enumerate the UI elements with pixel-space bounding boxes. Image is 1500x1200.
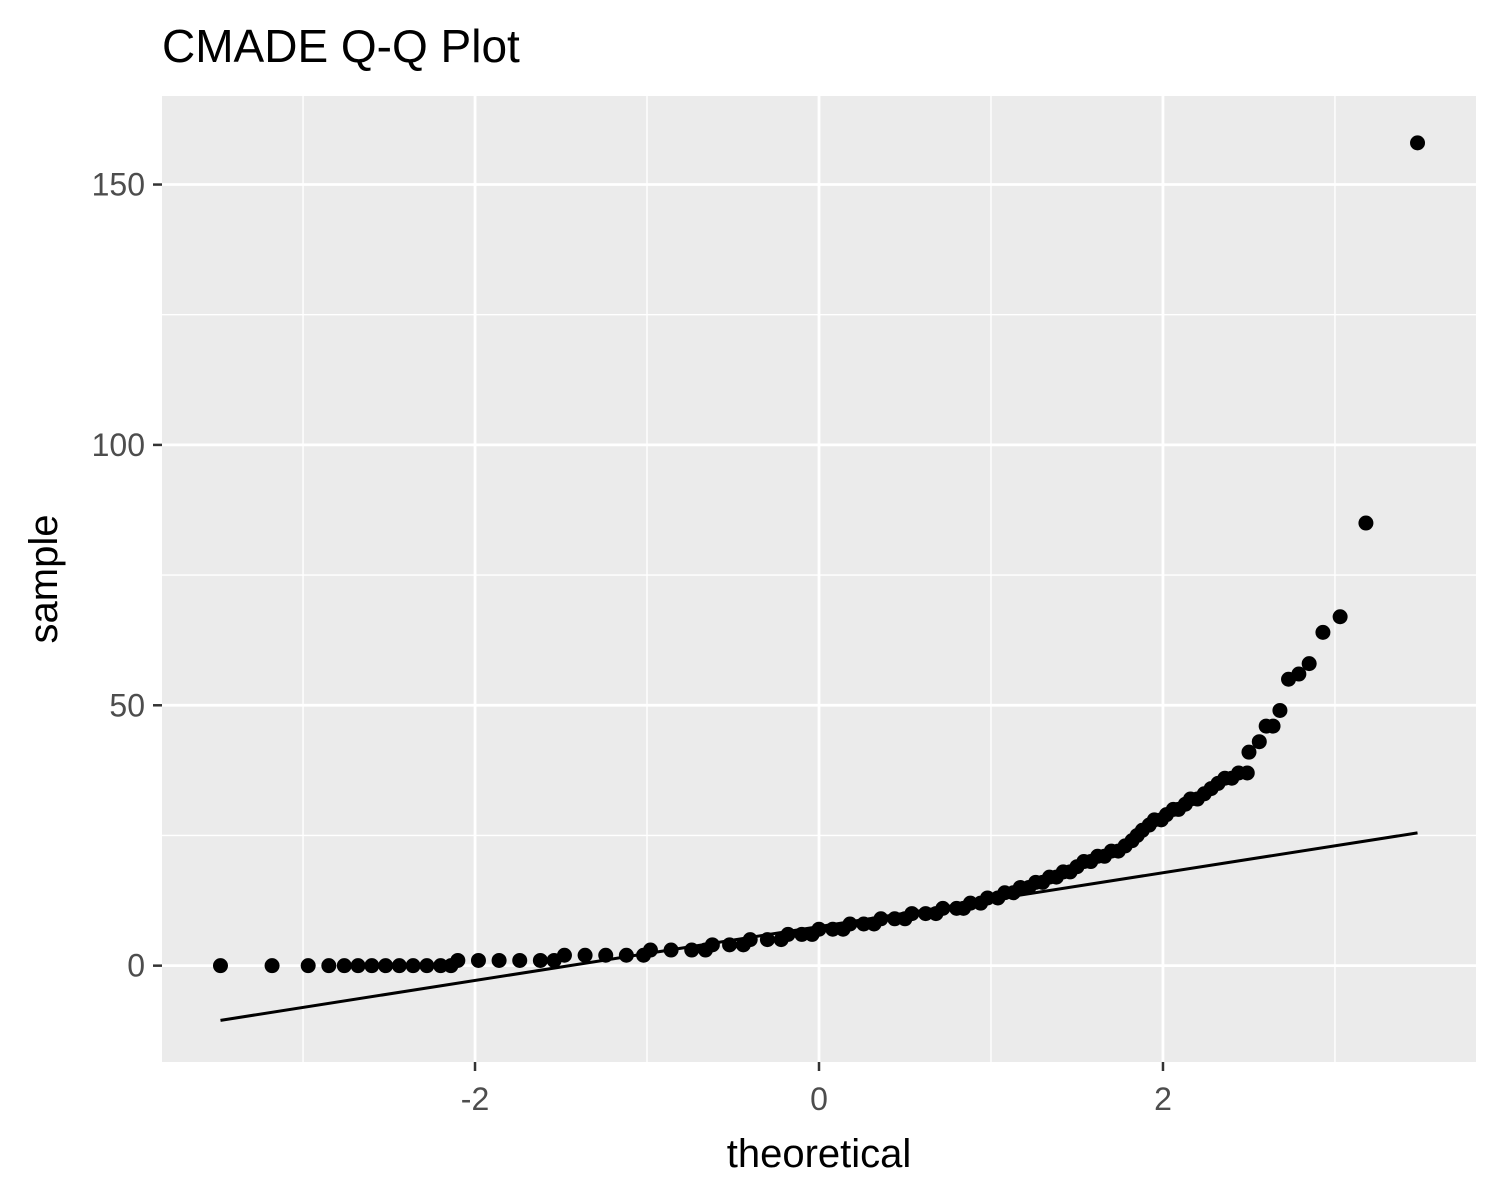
qq-point xyxy=(391,958,407,974)
qq-point xyxy=(512,952,528,968)
qq-point xyxy=(642,942,658,958)
chart-title: CMADE Q-Q Plot xyxy=(162,20,520,72)
qq-point xyxy=(264,958,280,974)
qq-point xyxy=(577,947,593,963)
qq-point xyxy=(1358,515,1374,531)
qq-point xyxy=(450,952,466,968)
qq-point xyxy=(842,916,858,932)
y-axis: 0 50 100 150 xyxy=(92,167,162,984)
qq-point xyxy=(405,958,421,974)
y-tick-label: 50 xyxy=(109,687,145,723)
y-tick-label: 150 xyxy=(92,167,145,203)
qq-point xyxy=(704,937,720,953)
qq-point xyxy=(532,952,548,968)
qq-point xyxy=(1301,656,1317,672)
qq-point xyxy=(1241,744,1257,760)
qq-point xyxy=(419,958,435,974)
qq-point xyxy=(350,958,366,974)
qq-point xyxy=(1239,765,1255,781)
qq-point xyxy=(742,932,758,948)
qq-point xyxy=(918,906,934,922)
qq-point xyxy=(1272,702,1288,718)
qq-point xyxy=(491,952,507,968)
qq-point xyxy=(887,911,903,927)
x-tick-label: -2 xyxy=(461,1081,489,1117)
qq-point xyxy=(1315,624,1331,640)
qq-point xyxy=(825,921,841,937)
qq-point xyxy=(1265,718,1281,734)
qq-point xyxy=(811,921,827,937)
qq-point xyxy=(904,906,920,922)
x-axis: -2 0 2 xyxy=(461,1062,1172,1117)
qq-point xyxy=(1410,135,1426,151)
qq-point xyxy=(684,942,700,958)
qq-point xyxy=(321,958,337,974)
qq-point xyxy=(364,958,380,974)
qq-point xyxy=(1291,666,1307,682)
sample-points xyxy=(212,135,1426,974)
qq-point xyxy=(1251,734,1267,750)
qq-point xyxy=(856,916,872,932)
qq-point xyxy=(336,958,352,974)
qq-point xyxy=(433,958,449,974)
qq-point xyxy=(663,942,679,958)
qq-point xyxy=(935,900,951,916)
qq-point xyxy=(1332,609,1348,625)
qq-point xyxy=(962,895,978,911)
x-axis-title: theoretical xyxy=(727,1132,912,1176)
qq-point xyxy=(598,947,614,963)
qq-point xyxy=(470,952,486,968)
qq-point xyxy=(722,937,738,953)
qq-point xyxy=(378,958,394,974)
qq-point xyxy=(759,932,775,948)
qq-point xyxy=(794,926,810,942)
x-tick-label: 0 xyxy=(810,1081,828,1117)
qq-point xyxy=(980,890,996,906)
y-tick-label: 100 xyxy=(92,427,145,463)
y-tick-label: 0 xyxy=(127,948,145,984)
qq-point xyxy=(780,926,796,942)
qq-point xyxy=(618,947,634,963)
y-axis-title: sample xyxy=(22,515,66,644)
qq-point xyxy=(873,911,889,927)
qq-point xyxy=(212,958,228,974)
x-tick-label: 2 xyxy=(1154,1081,1172,1117)
qq-point xyxy=(556,947,572,963)
qq-point xyxy=(300,958,316,974)
